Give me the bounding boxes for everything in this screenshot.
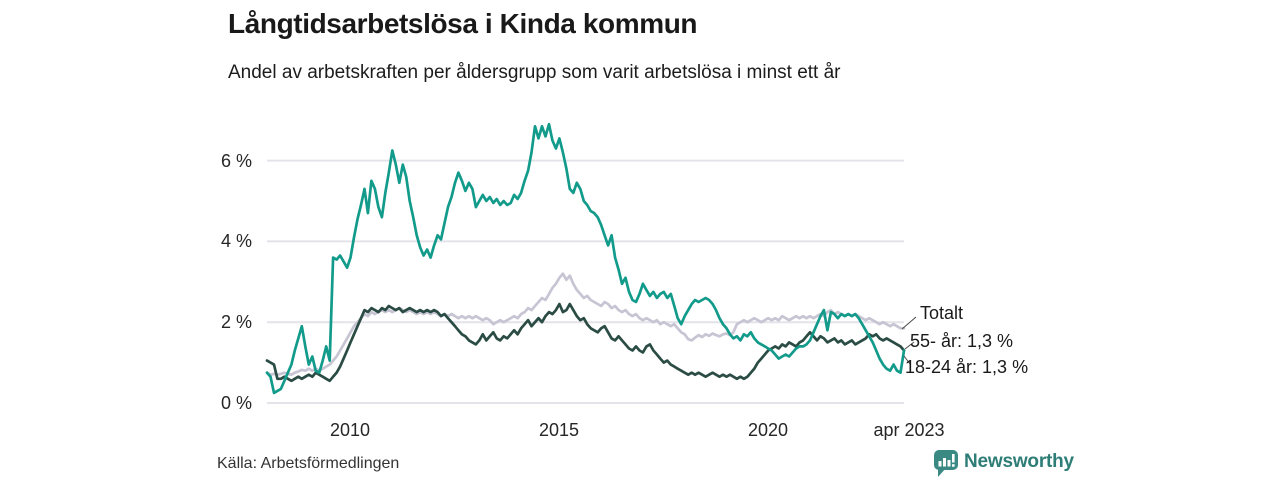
newsworthy-logo-icon: [934, 450, 958, 477]
y-tick-2: 2 %: [220, 312, 252, 332]
series-label-55-ar: 55- år: 1,3 %: [910, 331, 1014, 351]
newsworthy-wordmark: Newsworthy: [964, 451, 1074, 472]
series-line-18-24-ar: [265, 122, 906, 395]
y-tick-6: 6 %: [220, 151, 252, 171]
leader-line-55-ar: [904, 341, 915, 350]
chart-subtitle: Andel av arbetskraften per åldersgrupp s…: [228, 62, 841, 83]
chart-title: Långtidsarbetslösa i Kinda kommun: [228, 8, 698, 39]
x-tick-apr-2023: apr 2023: [873, 420, 945, 440]
newsworthy-brand: Newsworthy: [933, 447, 1074, 479]
series-line-55-ar: [265, 302, 906, 383]
y-tick-0: 0 %: [220, 393, 252, 413]
x-tick-2010: 2010: [329, 420, 371, 440]
leader-line-18-24-ar: [903, 355, 911, 365]
source-note: Källa: Arbetsförmedlingen: [217, 455, 400, 472]
x-tick-2015: 2015: [538, 420, 580, 440]
y-tick-4: 4 %: [220, 231, 252, 251]
x-tick-2020: 2020: [747, 420, 789, 440]
series-label-totalt: Totalt: [920, 303, 964, 323]
series-line-totalt: [265, 272, 906, 377]
leader-line-totalt: [901, 316, 917, 330]
series-label-18-24-ar: 18-24 år: 1,3 %: [905, 357, 1029, 377]
